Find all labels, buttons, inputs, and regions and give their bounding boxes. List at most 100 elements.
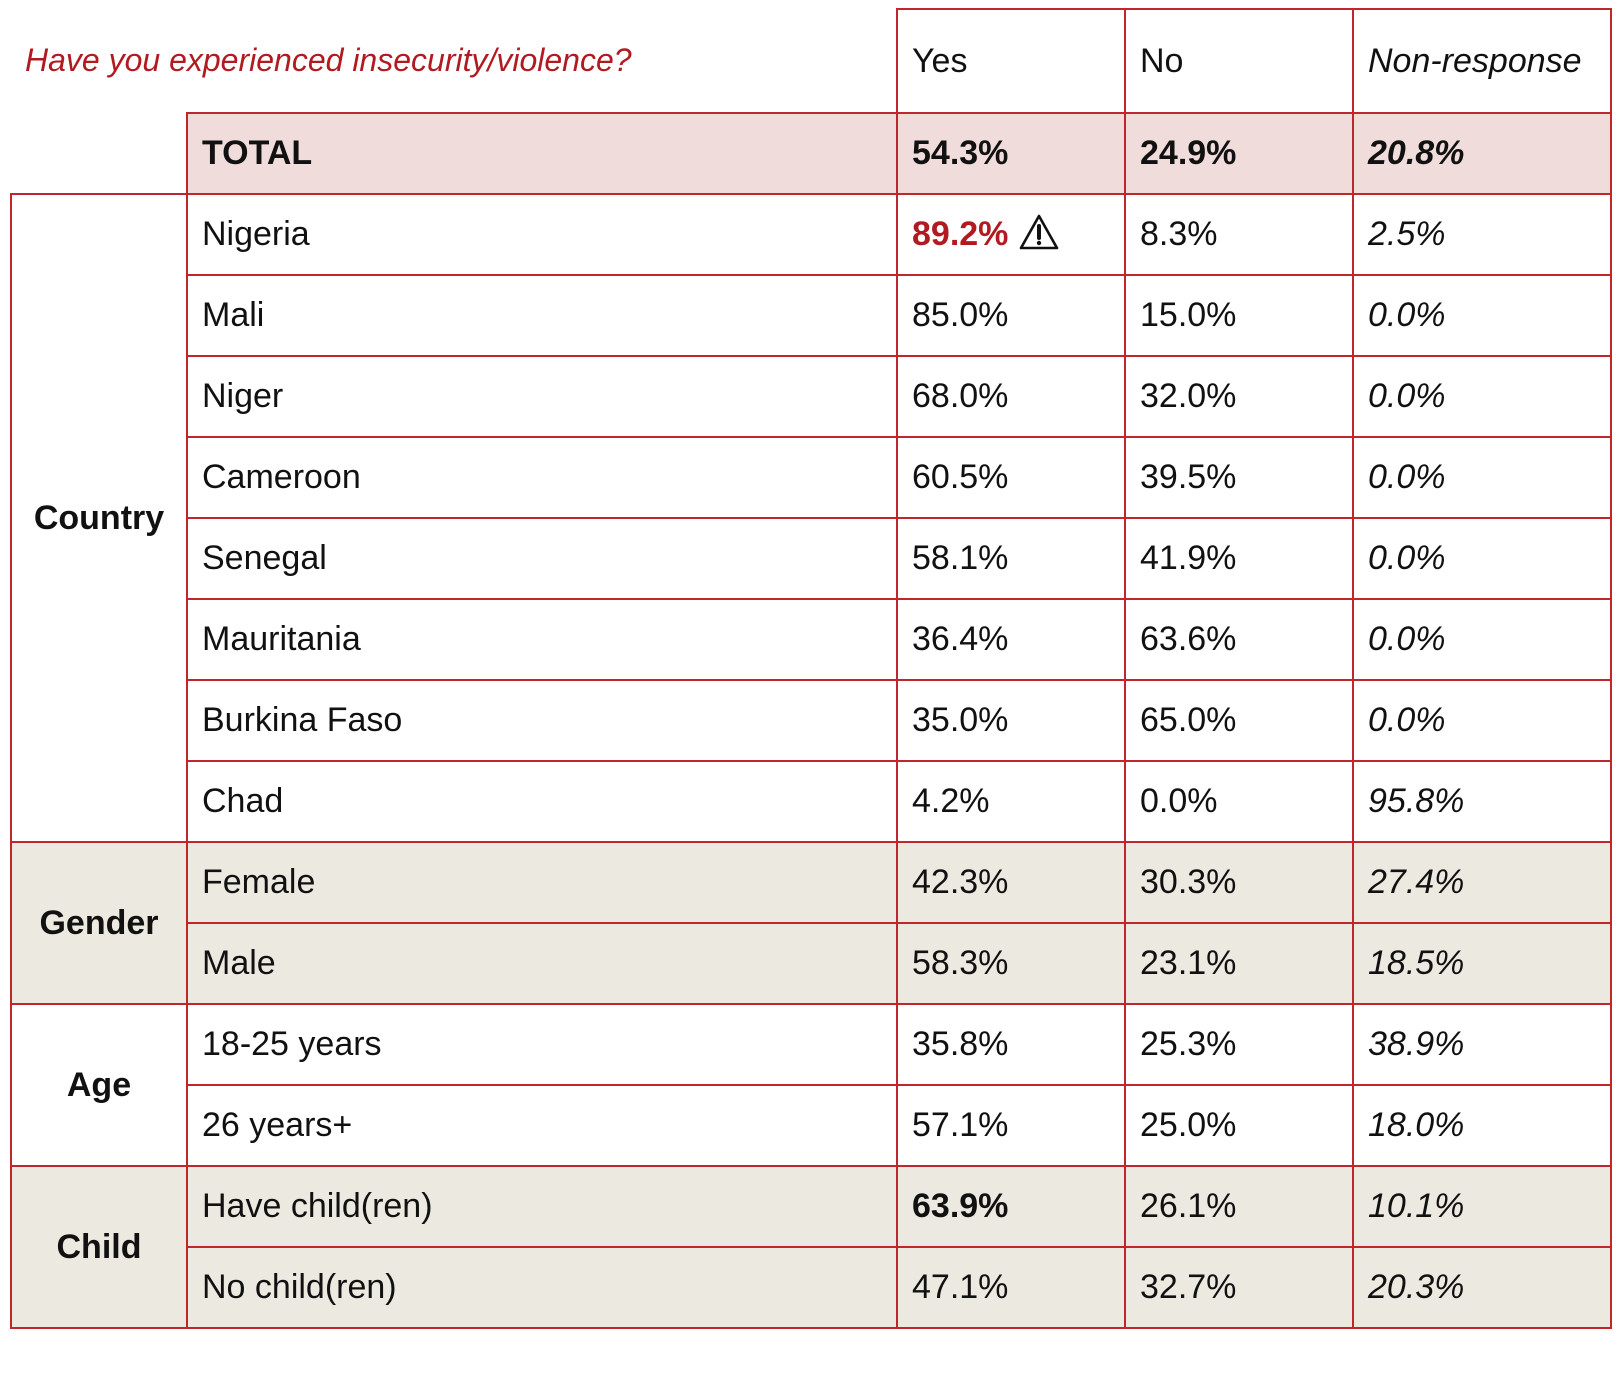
table-row: 26 years+ 57.1% 25.0% 18.0% (11, 1084, 1612, 1167)
warning-triangle-icon (1020, 214, 1059, 250)
row-label: Female (186, 841, 898, 924)
cell-non-response: 18.0% (1352, 1084, 1612, 1167)
cell-yes-value: 47.1% (912, 1268, 1009, 1306)
group-label-gender: Gender (10, 841, 188, 1005)
table-row: Child Have child(ren) 63.9% 26.1% 10.1% (10, 1165, 1612, 1329)
cell-yes: 89.2% (896, 193, 1126, 276)
row-label: Nigeria (186, 193, 898, 276)
cell-yes: 63.9% (896, 1165, 1126, 1248)
cell-yes: 85.0% (896, 274, 1126, 357)
row-label: Chad (186, 760, 898, 843)
cell-non-response: 95.8% (1352, 760, 1612, 843)
cell-non-response: 0.0% (1352, 355, 1612, 438)
cell-yes-value: 35.8% (912, 1025, 1009, 1063)
group-label-child: Child (10, 1165, 188, 1329)
insecurity-violence-table: Have you experienced insecurity/violence… (10, 8, 1612, 1329)
group-rows: Country Nigeria 89.2% 8.3% 2.5% Mali 85.0% 15.0… (10, 193, 1612, 1329)
cell-yes-value: 60.5% (912, 458, 1009, 496)
cell-yes: 57.1% (896, 1084, 1126, 1167)
cell-non-response: 0.0% (1352, 598, 1612, 681)
cell-yes-value: 58.3% (912, 944, 1009, 982)
table-row: Gender Female 42.3% 30.3% 27.4% (10, 841, 1612, 1005)
column-header-no: No (1124, 8, 1354, 114)
cell-no: 30.3% (1124, 841, 1354, 924)
header-row: Have you experienced insecurity/violence… (11, 8, 1612, 114)
table-row: Burkina Faso 35.0% 65.0% 0.0% (11, 679, 1612, 762)
cell-no: 23.1% (1124, 922, 1354, 1005)
table-row: Cameroon 60.5% 39.5% 0.0% (11, 436, 1612, 519)
table-row: Niger 68.0% 32.0% 0.0% (11, 355, 1612, 438)
total-yes: 54.3% (896, 112, 1126, 195)
column-header-yes: Yes (896, 8, 1126, 114)
cell-yes-value: 85.0% (912, 296, 1009, 334)
cell-yes-value: 36.4% (912, 620, 1009, 658)
cell-yes: 36.4% (896, 598, 1126, 681)
cell-yes: 58.3% (896, 922, 1126, 1005)
table-row: Mauritania 36.4% 63.6% 0.0% (11, 598, 1612, 681)
cell-no: 8.3% (1124, 193, 1354, 276)
cell-yes: 68.0% (896, 355, 1126, 438)
cell-yes-value: 89.2% (912, 215, 1009, 253)
cell-no: 41.9% (1124, 517, 1354, 600)
table-row: No child(ren) 47.1% 32.7% 20.3% (11, 1246, 1612, 1329)
row-label: Niger (186, 355, 898, 438)
total-row: TOTAL 54.3% 24.9% 20.8% (11, 112, 1612, 195)
cell-non-response: 0.0% (1352, 517, 1612, 600)
table-row: Senegal 58.1% 41.9% 0.0% (11, 517, 1612, 600)
cell-no: 32.0% (1124, 355, 1354, 438)
cell-yes-value: 42.3% (912, 863, 1009, 901)
question-title: Have you experienced insecurity/violence… (25, 42, 632, 78)
cell-no: 32.7% (1124, 1246, 1354, 1329)
row-label: Burkina Faso (186, 679, 898, 762)
cell-yes: 35.8% (896, 1003, 1126, 1086)
empty-corner-cell (11, 113, 188, 195)
row-label: Have child(ren) (186, 1165, 898, 1248)
table-row: Mali 85.0% 15.0% 0.0% (11, 274, 1612, 357)
row-label: Mauritania (186, 598, 898, 681)
cell-yes-value: 68.0% (912, 377, 1009, 415)
row-label: Cameroon (186, 436, 898, 519)
cell-yes: 42.3% (896, 841, 1126, 924)
cell-no: 26.1% (1124, 1165, 1354, 1248)
column-header-non-response: Non-response (1352, 8, 1612, 114)
cell-no: 39.5% (1124, 436, 1354, 519)
cell-non-response: 0.0% (1352, 274, 1612, 357)
cell-yes-value: 63.9% (912, 1187, 1009, 1225)
cell-non-response: 20.3% (1352, 1246, 1612, 1329)
cell-no: 25.0% (1124, 1084, 1354, 1167)
row-label: 18-25 years (186, 1003, 898, 1086)
cell-no: 25.3% (1124, 1003, 1354, 1086)
cell-yes: 58.1% (896, 517, 1126, 600)
cell-yes-value: 58.1% (912, 539, 1009, 577)
cell-yes: 4.2% (896, 760, 1126, 843)
group-label-age: Age (10, 1003, 188, 1167)
cell-non-response: 0.0% (1352, 436, 1612, 519)
table-row: Country Nigeria 89.2% 8.3% 2.5% (10, 193, 1612, 843)
table-row: Male 58.3% 23.1% 18.5% (11, 922, 1612, 1005)
total-non-response: 20.8% (1352, 112, 1612, 195)
row-label: No child(ren) (186, 1246, 898, 1329)
cell-no: 15.0% (1124, 274, 1354, 357)
row-label: Mali (186, 274, 898, 357)
cell-no: 0.0% (1124, 760, 1354, 843)
group-label-country: Country (10, 193, 188, 843)
cell-yes-value: 35.0% (912, 701, 1009, 739)
cell-yes: 47.1% (896, 1246, 1126, 1329)
total-label: TOTAL (186, 112, 898, 195)
row-label: 26 years+ (186, 1084, 898, 1167)
cell-non-response: 27.4% (1352, 841, 1612, 924)
row-label: Senegal (186, 517, 898, 600)
cell-yes: 35.0% (896, 679, 1126, 762)
cell-yes-value: 4.2% (912, 782, 990, 820)
cell-non-response: 0.0% (1352, 679, 1612, 762)
total-no: 24.9% (1124, 112, 1354, 195)
insecurity-table-wrapper: Have you experienced insecurity/violence… (10, 8, 1612, 1329)
cell-no: 65.0% (1124, 679, 1354, 762)
cell-non-response: 2.5% (1352, 193, 1612, 276)
cell-yes: 60.5% (896, 436, 1126, 519)
cell-non-response: 18.5% (1352, 922, 1612, 1005)
cell-no: 63.6% (1124, 598, 1354, 681)
cell-yes-value: 57.1% (912, 1106, 1009, 1144)
row-label: Male (186, 922, 898, 1005)
table-row: Chad 4.2% 0.0% 95.8% (11, 760, 1612, 843)
